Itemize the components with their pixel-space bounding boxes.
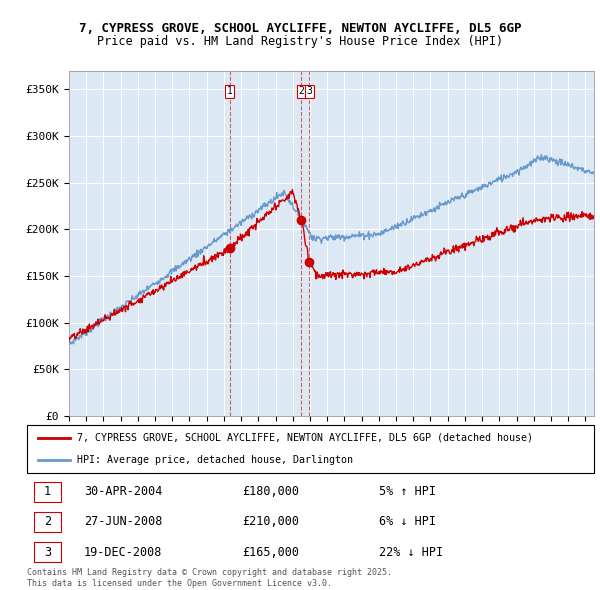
Text: 2: 2: [44, 515, 51, 529]
Text: £210,000: £210,000: [242, 515, 299, 529]
Text: Contains HM Land Registry data © Crown copyright and database right 2025.: Contains HM Land Registry data © Crown c…: [27, 568, 392, 576]
Text: 22% ↓ HPI: 22% ↓ HPI: [379, 546, 443, 559]
Text: 1: 1: [44, 485, 51, 498]
Text: 2: 2: [298, 86, 304, 96]
Text: 27-JUN-2008: 27-JUN-2008: [84, 515, 162, 529]
FancyBboxPatch shape: [34, 481, 61, 501]
Text: 1: 1: [227, 86, 233, 96]
Text: 5% ↑ HPI: 5% ↑ HPI: [379, 485, 436, 498]
FancyBboxPatch shape: [34, 512, 61, 532]
Text: This data is licensed under the Open Government Licence v3.0.: This data is licensed under the Open Gov…: [27, 579, 332, 588]
FancyBboxPatch shape: [34, 542, 61, 562]
Text: 6% ↓ HPI: 6% ↓ HPI: [379, 515, 436, 529]
Text: 7, CYPRESS GROVE, SCHOOL AYCLIFFE, NEWTON AYCLIFFE, DL5 6GP: 7, CYPRESS GROVE, SCHOOL AYCLIFFE, NEWTO…: [79, 22, 521, 35]
Text: 7, CYPRESS GROVE, SCHOOL AYCLIFFE, NEWTON AYCLIFFE, DL5 6GP (detached house): 7, CYPRESS GROVE, SCHOOL AYCLIFFE, NEWTO…: [77, 433, 533, 443]
Text: 30-APR-2004: 30-APR-2004: [84, 485, 162, 498]
Text: 3: 3: [44, 546, 51, 559]
Text: 19-DEC-2008: 19-DEC-2008: [84, 546, 162, 559]
Text: 3: 3: [307, 86, 312, 96]
Text: £165,000: £165,000: [242, 546, 299, 559]
Text: £180,000: £180,000: [242, 485, 299, 498]
FancyBboxPatch shape: [27, 425, 594, 473]
Text: Price paid vs. HM Land Registry's House Price Index (HPI): Price paid vs. HM Land Registry's House …: [97, 35, 503, 48]
Text: HPI: Average price, detached house, Darlington: HPI: Average price, detached house, Darl…: [77, 455, 353, 465]
